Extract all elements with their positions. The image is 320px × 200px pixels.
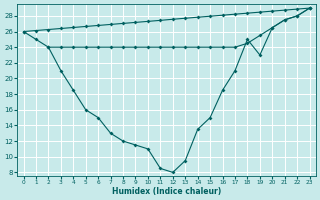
X-axis label: Humidex (Indice chaleur): Humidex (Indice chaleur) <box>112 187 221 196</box>
